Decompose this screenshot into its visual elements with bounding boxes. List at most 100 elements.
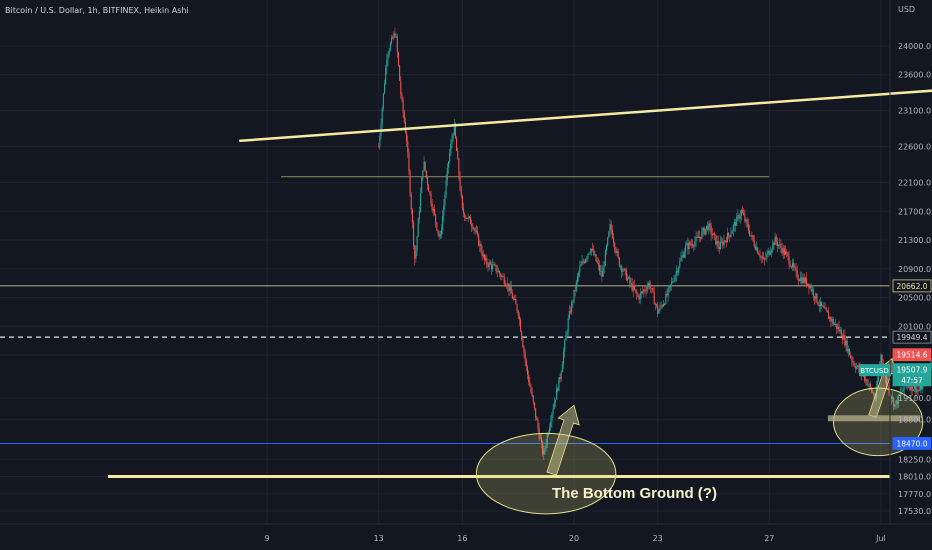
candle-body (902, 390, 904, 392)
candle-body (402, 99, 404, 113)
candle-body (714, 233, 716, 235)
candle-body (693, 245, 695, 247)
candle-body (705, 225, 708, 229)
candle-body (602, 267, 604, 277)
candle-body (809, 286, 811, 289)
candle-body (475, 230, 477, 232)
candle-body (711, 234, 713, 236)
candle-body (754, 245, 756, 250)
candle-body (604, 250, 606, 266)
y-tick-label: 21700.0 (898, 207, 931, 216)
candle-body (774, 236, 776, 246)
price-tags: 20662.0 19949.4 19514.6 19507.947:57 18470.0… (859, 279, 932, 450)
candle-body (640, 291, 642, 294)
candle-body (645, 290, 647, 292)
candle-body (724, 240, 726, 242)
candle-body (496, 271, 498, 273)
candle-body (725, 240, 727, 243)
candle-body (578, 272, 580, 277)
candle-body (456, 137, 458, 152)
candle-body (746, 219, 748, 225)
candle-body (552, 408, 554, 414)
candle-body (876, 381, 878, 387)
candle-body (718, 246, 720, 249)
candle-body (542, 442, 544, 455)
candle-body (787, 253, 789, 256)
candle-body (414, 245, 416, 259)
ticker-tag-text: BTCUSD (860, 367, 889, 375)
candle-body (690, 244, 692, 246)
candle-body (392, 37, 394, 39)
candle-body (838, 326, 840, 332)
candle-body (529, 382, 531, 387)
candle-body (793, 262, 795, 268)
candle-body (814, 296, 816, 299)
y-tick-label: 20900.0 (898, 265, 931, 274)
price-tag-box (892, 437, 932, 450)
candle-body (440, 230, 443, 235)
candle-body (779, 243, 781, 245)
candle-body (425, 170, 427, 177)
candle-body (872, 391, 874, 394)
candle-body (499, 271, 501, 274)
candle-body (833, 323, 835, 325)
candle-body (909, 386, 911, 391)
candle-body (596, 261, 598, 263)
candle-body (500, 273, 502, 277)
candle-body (682, 255, 684, 258)
candle-body (869, 384, 871, 388)
candle-body (467, 216, 469, 219)
candle-body (459, 176, 461, 190)
candle-body (866, 379, 868, 386)
candle-body (468, 216, 470, 218)
candle-body (553, 402, 555, 409)
candle-body (651, 288, 653, 290)
candle-body (676, 271, 679, 273)
candle-body (383, 84, 386, 94)
candle-body (544, 448, 546, 450)
candle-body (817, 302, 819, 306)
candle-body (401, 94, 403, 100)
candle-body (789, 264, 791, 267)
candle-body (630, 282, 632, 284)
candle-body (636, 290, 638, 295)
y-tick-label: 18250.0 (898, 455, 931, 464)
candle-body (562, 352, 565, 365)
candle-body (664, 304, 666, 306)
y-tick-label: 18010.0 (898, 473, 931, 482)
candle-body (388, 50, 390, 55)
candle-body (679, 260, 681, 268)
candle-body (681, 255, 683, 258)
candle-body (567, 318, 569, 332)
candle-body (644, 289, 646, 291)
candle-body (900, 392, 902, 396)
candle-body (649, 283, 651, 287)
candle-body (723, 240, 725, 246)
candle-body (908, 386, 910, 388)
chart-header: Bitcoin / U.S. Dollar, 1h, BITFINEX, Hei… (5, 6, 189, 15)
candle-body (521, 331, 523, 339)
candle-body (919, 386, 921, 391)
candle-body (588, 253, 590, 255)
candle-body (489, 262, 491, 265)
candle-body (823, 306, 825, 309)
candle-body (807, 283, 809, 285)
candle-body (433, 209, 436, 215)
candle-body (466, 217, 468, 219)
candle-body (523, 347, 525, 353)
candle-body (738, 214, 740, 219)
candle-body (795, 267, 797, 270)
candle-body (759, 254, 761, 258)
candle-body (850, 354, 852, 358)
candle-body (771, 249, 773, 253)
candle-body (382, 93, 384, 109)
candle-body (894, 404, 896, 407)
candle-body (568, 310, 570, 319)
candle-body (642, 291, 644, 293)
candle-body (858, 365, 860, 371)
candle-body (707, 225, 709, 230)
candle-body (482, 254, 484, 257)
candle-body (452, 134, 454, 140)
candle-body (678, 267, 680, 273)
